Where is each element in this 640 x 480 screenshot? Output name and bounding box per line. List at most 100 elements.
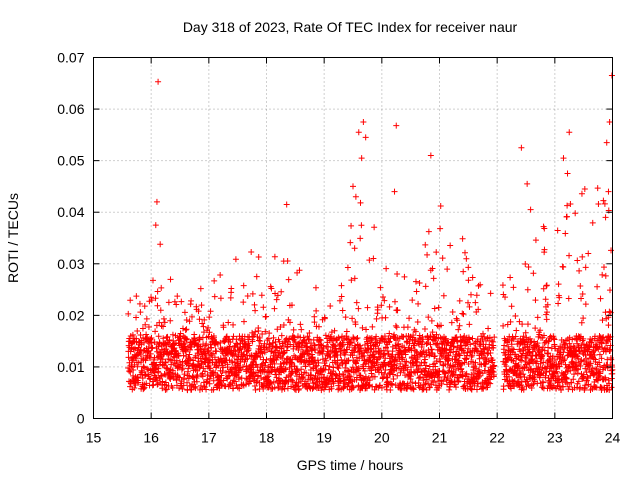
data-point [608, 384, 615, 391]
data-point [423, 362, 430, 369]
data-point [271, 360, 278, 367]
data-point [455, 326, 462, 333]
data-point [360, 118, 367, 125]
data-point [251, 332, 258, 339]
data-point [376, 348, 383, 355]
data-point [421, 359, 428, 366]
data-point [421, 381, 428, 388]
data-point [429, 329, 436, 336]
data-point [542, 339, 549, 346]
data-point [339, 307, 346, 314]
data-point [149, 344, 156, 351]
data-point [543, 282, 550, 289]
data-point [199, 373, 206, 380]
data-point [522, 329, 529, 336]
data-point [404, 324, 411, 331]
data-point [491, 362, 498, 369]
data-point [605, 322, 612, 329]
data-point [591, 352, 598, 359]
data-point [255, 372, 262, 379]
data-point [432, 353, 439, 360]
data-point [217, 295, 224, 302]
data-point [260, 304, 267, 311]
data-point [565, 295, 572, 302]
data-point [277, 360, 284, 367]
data-point [588, 349, 595, 356]
data-point [445, 355, 452, 362]
data-point [179, 358, 186, 365]
data-point [551, 336, 558, 343]
data-point [338, 293, 345, 300]
data-point [255, 327, 262, 334]
data-point [241, 359, 248, 366]
data-point [352, 321, 359, 328]
data-point [330, 380, 337, 387]
data-point [314, 357, 321, 364]
data-point [213, 348, 220, 355]
data-point [143, 315, 150, 322]
data-point [504, 321, 511, 328]
data-point [168, 361, 175, 368]
data-point [442, 336, 449, 343]
data-point [357, 235, 364, 242]
data-point [290, 326, 297, 333]
data-point [255, 254, 262, 261]
data-point [414, 369, 421, 376]
data-point [394, 372, 401, 379]
data-point [345, 367, 352, 374]
data-point [312, 363, 319, 370]
data-point [295, 347, 302, 354]
data-point [564, 352, 571, 359]
data-point [183, 335, 190, 342]
data-point [227, 339, 234, 346]
data-point [152, 222, 159, 229]
data-point [530, 380, 537, 387]
data-point [225, 319, 232, 326]
data-point [544, 301, 551, 308]
data-point [316, 336, 323, 343]
data-point [561, 356, 568, 363]
data-point [240, 318, 247, 325]
data-point [171, 298, 178, 305]
data-point [139, 325, 146, 332]
data-point [134, 327, 141, 334]
data-point [386, 338, 393, 345]
data-point [284, 257, 291, 264]
data-point [599, 344, 606, 351]
data-point [179, 386, 186, 393]
data-point [430, 379, 437, 386]
data-point [291, 352, 298, 359]
data-point [346, 344, 353, 351]
data-point [188, 339, 195, 346]
data-point [604, 344, 611, 351]
data-point [452, 367, 459, 374]
data-point [186, 351, 193, 358]
data-point [539, 352, 546, 359]
data-point [373, 359, 380, 366]
data-point [400, 367, 407, 374]
data-point [223, 333, 230, 340]
data-point [368, 370, 375, 377]
data-point [469, 274, 476, 281]
data-point [422, 356, 429, 363]
data-point [484, 384, 491, 391]
data-point [158, 322, 165, 329]
data-point [224, 361, 231, 368]
data-point [354, 334, 361, 341]
data-point [575, 366, 582, 373]
data-point [608, 72, 615, 79]
x-tick-label: 24 [605, 430, 621, 446]
data-point [387, 386, 394, 393]
data-point [289, 356, 296, 363]
data-point [285, 276, 292, 283]
data-point [356, 355, 363, 362]
x-tick-label: 23 [547, 430, 563, 446]
data-point [427, 152, 434, 159]
data-point [357, 199, 364, 206]
data-point [143, 380, 150, 387]
data-point [566, 252, 573, 259]
data-point [355, 129, 362, 136]
data-point [568, 379, 575, 386]
data-point [277, 353, 284, 360]
data-point [330, 342, 337, 349]
